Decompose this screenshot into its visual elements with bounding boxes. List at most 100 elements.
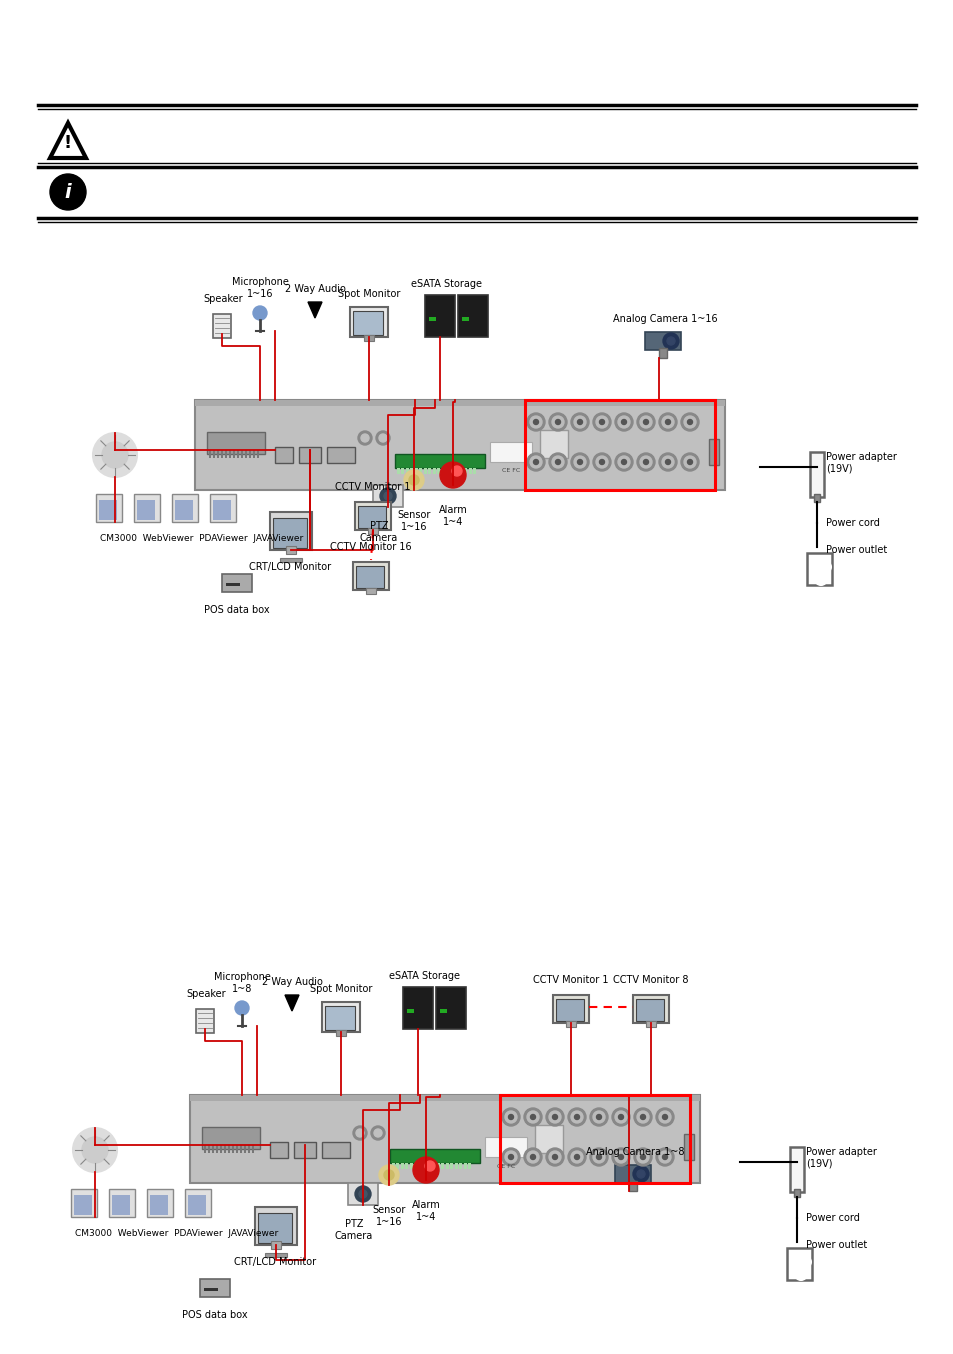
Circle shape bbox=[794, 1267, 806, 1280]
Bar bbox=[286, 546, 295, 554]
Circle shape bbox=[596, 1155, 601, 1159]
Circle shape bbox=[355, 1186, 371, 1202]
Bar bbox=[419, 468, 422, 474]
Circle shape bbox=[615, 1151, 626, 1163]
Circle shape bbox=[384, 1170, 394, 1179]
Circle shape bbox=[530, 1114, 535, 1120]
Text: Speaker: Speaker bbox=[203, 294, 243, 305]
Circle shape bbox=[659, 454, 677, 471]
Bar bbox=[133, 494, 160, 523]
Bar bbox=[407, 1009, 414, 1013]
Bar bbox=[190, 1095, 700, 1101]
Text: 2 Way Audio: 2 Way Audio bbox=[284, 284, 345, 294]
Bar bbox=[213, 450, 214, 458]
Bar bbox=[355, 502, 391, 529]
Circle shape bbox=[533, 420, 537, 425]
Circle shape bbox=[620, 459, 626, 464]
Circle shape bbox=[637, 454, 655, 471]
Bar bbox=[789, 1147, 803, 1192]
Bar bbox=[405, 1163, 408, 1169]
Bar bbox=[406, 468, 409, 474]
Bar bbox=[322, 1002, 359, 1032]
Bar bbox=[451, 468, 454, 474]
Text: Analog Camera 1~8: Analog Camera 1~8 bbox=[585, 1147, 683, 1158]
Text: eSATA Storage: eSATA Storage bbox=[411, 279, 482, 288]
Bar bbox=[245, 450, 247, 458]
Circle shape bbox=[789, 1257, 800, 1267]
Circle shape bbox=[571, 413, 588, 431]
Circle shape bbox=[639, 1114, 645, 1120]
Bar bbox=[414, 1163, 417, 1169]
Text: CM3000  WebViewer  PDAViewer  JAVAViewer: CM3000 WebViewer PDAViewer JAVAViewer bbox=[75, 1229, 278, 1238]
Bar bbox=[74, 1196, 91, 1215]
Circle shape bbox=[452, 466, 461, 477]
Circle shape bbox=[552, 1155, 557, 1159]
Bar bbox=[294, 1141, 315, 1158]
Circle shape bbox=[589, 1108, 607, 1127]
Bar bbox=[213, 314, 231, 338]
Circle shape bbox=[574, 456, 585, 468]
Circle shape bbox=[379, 487, 395, 504]
Bar bbox=[280, 558, 302, 562]
Bar bbox=[535, 1125, 562, 1154]
Bar bbox=[428, 468, 431, 474]
Circle shape bbox=[620, 420, 626, 425]
Text: Spot Monitor: Spot Monitor bbox=[337, 288, 399, 299]
Text: Power outlet: Power outlet bbox=[825, 546, 886, 555]
Polygon shape bbox=[285, 995, 298, 1011]
Circle shape bbox=[612, 1108, 629, 1127]
Bar bbox=[468, 1163, 471, 1169]
Circle shape bbox=[612, 1148, 629, 1166]
Circle shape bbox=[378, 1164, 398, 1185]
Text: Power outlet: Power outlet bbox=[805, 1240, 866, 1250]
Circle shape bbox=[665, 459, 670, 464]
Circle shape bbox=[596, 1114, 601, 1120]
Circle shape bbox=[384, 492, 392, 500]
Bar bbox=[202, 1127, 260, 1150]
Circle shape bbox=[439, 462, 465, 487]
Text: Alarm
1~4: Alarm 1~4 bbox=[411, 1200, 440, 1221]
Bar bbox=[270, 512, 312, 550]
Text: Alarm
1~4: Alarm 1~4 bbox=[438, 505, 467, 527]
Circle shape bbox=[680, 413, 699, 431]
Circle shape bbox=[548, 413, 566, 431]
Bar bbox=[490, 441, 532, 462]
Bar bbox=[410, 1163, 413, 1169]
Circle shape bbox=[375, 431, 390, 445]
Circle shape bbox=[801, 1257, 810, 1267]
Circle shape bbox=[360, 435, 369, 441]
Bar bbox=[556, 999, 583, 1021]
Bar bbox=[455, 1163, 457, 1169]
Circle shape bbox=[662, 333, 679, 349]
Circle shape bbox=[639, 416, 651, 428]
Text: !: ! bbox=[64, 134, 72, 152]
Bar bbox=[229, 450, 231, 458]
Bar bbox=[204, 1288, 218, 1290]
Circle shape bbox=[637, 1170, 644, 1178]
Circle shape bbox=[639, 456, 651, 468]
Bar bbox=[644, 332, 680, 349]
Circle shape bbox=[548, 1151, 560, 1163]
Bar bbox=[71, 1189, 97, 1217]
Bar bbox=[368, 528, 377, 533]
Text: CCTV Monitor 1: CCTV Monitor 1 bbox=[533, 975, 608, 984]
Bar bbox=[463, 1163, 467, 1169]
Bar bbox=[708, 439, 719, 464]
Circle shape bbox=[639, 1155, 645, 1159]
Bar bbox=[439, 1009, 447, 1013]
Bar bbox=[209, 450, 211, 458]
Bar bbox=[441, 1163, 444, 1169]
Bar bbox=[499, 1095, 689, 1183]
Bar bbox=[464, 468, 467, 474]
Bar bbox=[109, 1189, 135, 1217]
Circle shape bbox=[643, 420, 648, 425]
Bar bbox=[392, 1163, 395, 1169]
Bar bbox=[428, 1163, 431, 1169]
Circle shape bbox=[530, 1155, 535, 1159]
Bar bbox=[253, 450, 254, 458]
Circle shape bbox=[661, 416, 673, 428]
Circle shape bbox=[643, 459, 648, 464]
Circle shape bbox=[593, 1151, 604, 1163]
Circle shape bbox=[680, 454, 699, 471]
Circle shape bbox=[526, 454, 544, 471]
